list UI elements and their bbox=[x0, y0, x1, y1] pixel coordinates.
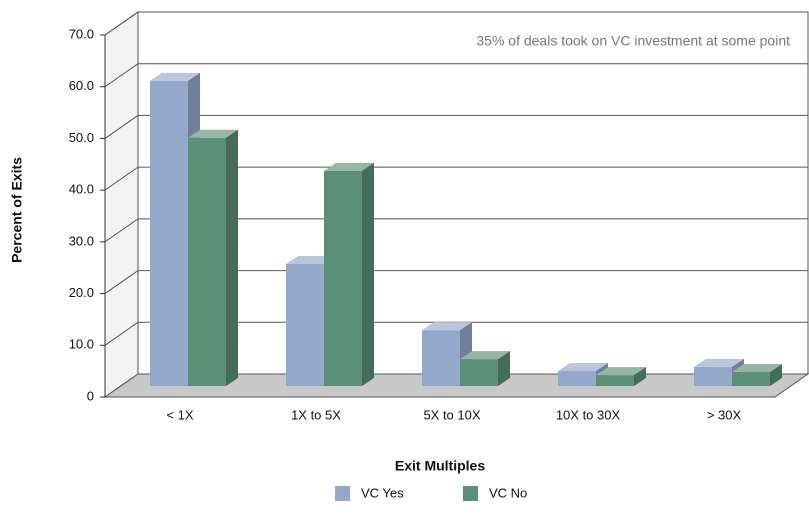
side-wall bbox=[104, 11, 139, 398]
bar-top bbox=[422, 322, 472, 331]
bar-side bbox=[226, 129, 238, 386]
x-tick-label: 5X to 10X bbox=[423, 407, 480, 422]
bar-top bbox=[558, 363, 608, 372]
grid-line bbox=[104, 166, 808, 191]
bar-top bbox=[188, 129, 238, 138]
grid-line bbox=[104, 11, 808, 36]
bar-top bbox=[460, 351, 510, 360]
bar-top bbox=[694, 358, 744, 367]
grid-line bbox=[104, 218, 808, 243]
y-tick-label: 60.0 bbox=[69, 78, 94, 93]
bar bbox=[324, 170, 362, 386]
bar-top bbox=[150, 72, 200, 81]
y-tick-label: 30.0 bbox=[69, 233, 94, 248]
bar-top bbox=[732, 364, 782, 373]
bar bbox=[150, 80, 188, 386]
bar bbox=[732, 372, 770, 386]
bar-top bbox=[286, 255, 336, 264]
bar-side bbox=[770, 364, 782, 386]
grid-line bbox=[104, 114, 808, 139]
bar-top bbox=[324, 162, 374, 171]
x-tick-label: < 1X bbox=[166, 407, 193, 422]
grid-line bbox=[104, 63, 808, 88]
y-tick-label: 0 bbox=[87, 388, 94, 403]
bar bbox=[188, 137, 226, 386]
bar bbox=[558, 371, 596, 386]
x-tick-label: 10X to 30X bbox=[556, 407, 621, 422]
bar bbox=[694, 366, 732, 386]
x-axis-label: Exit Multiples bbox=[395, 458, 485, 474]
y-tick-label: 10.0 bbox=[69, 337, 94, 352]
bar bbox=[596, 375, 634, 386]
back-wall bbox=[137, 11, 809, 375]
legend-label: VC Yes bbox=[361, 485, 404, 500]
legend-swatch bbox=[335, 486, 350, 501]
bar-side bbox=[634, 367, 646, 386]
bar-side bbox=[362, 162, 374, 386]
bar bbox=[422, 330, 460, 386]
legend-swatch bbox=[463, 486, 478, 501]
bar bbox=[286, 263, 324, 386]
y-tick-label: 20.0 bbox=[69, 285, 94, 300]
grid-line bbox=[104, 270, 808, 294]
y-tick-label: 50.0 bbox=[69, 130, 94, 145]
y-axis-label: Percent of Exits bbox=[9, 157, 25, 263]
bar bbox=[460, 359, 498, 386]
bar-top bbox=[596, 367, 646, 376]
bar-side bbox=[498, 351, 510, 386]
y-tick-label: 40.0 bbox=[69, 182, 94, 197]
x-tick-label: > 30X bbox=[707, 407, 742, 422]
legend-label: VC No bbox=[489, 485, 527, 500]
annotation: 35% of deals took on VC investment at so… bbox=[476, 33, 790, 49]
y-tick-label: 70.0 bbox=[69, 26, 94, 41]
x-tick-label: 1X to 5X bbox=[291, 407, 341, 422]
grid-line bbox=[104, 321, 808, 346]
